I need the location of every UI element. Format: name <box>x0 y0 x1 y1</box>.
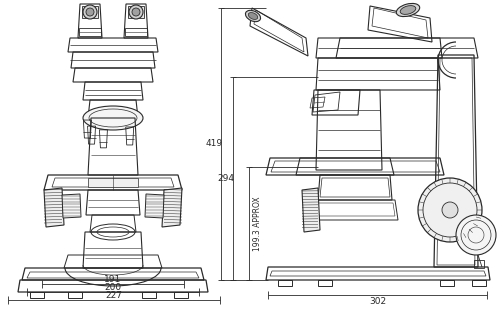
Circle shape <box>86 8 94 16</box>
Bar <box>82 6 98 18</box>
Text: 200: 200 <box>104 283 122 292</box>
Bar <box>128 6 144 18</box>
Polygon shape <box>62 194 81 218</box>
Text: 302: 302 <box>369 296 386 306</box>
Circle shape <box>132 8 140 16</box>
Bar <box>79 28 101 36</box>
Bar <box>142 292 156 298</box>
Text: 227: 227 <box>106 291 122 300</box>
Text: 419: 419 <box>206 139 222 149</box>
Ellipse shape <box>400 6 416 14</box>
Bar <box>474 260 484 268</box>
Bar <box>68 292 82 298</box>
Bar <box>318 280 332 286</box>
Polygon shape <box>44 188 64 227</box>
Circle shape <box>418 178 482 242</box>
Bar <box>88 178 138 187</box>
Text: 191: 191 <box>104 275 122 284</box>
Bar <box>440 280 454 286</box>
Polygon shape <box>302 188 320 232</box>
Circle shape <box>129 5 143 19</box>
Ellipse shape <box>246 10 260 22</box>
Ellipse shape <box>248 12 258 19</box>
Ellipse shape <box>83 106 143 130</box>
Bar <box>472 280 486 286</box>
Bar <box>125 28 147 36</box>
Bar <box>174 292 188 298</box>
Circle shape <box>83 5 97 19</box>
Text: 294: 294 <box>218 174 234 183</box>
Circle shape <box>456 215 496 255</box>
Polygon shape <box>162 188 182 227</box>
Bar <box>30 292 44 298</box>
Text: 199.3 APPROX: 199.3 APPROX <box>252 196 262 251</box>
Circle shape <box>442 202 458 218</box>
Polygon shape <box>145 194 164 218</box>
Ellipse shape <box>396 4 419 17</box>
Bar <box>278 280 292 286</box>
